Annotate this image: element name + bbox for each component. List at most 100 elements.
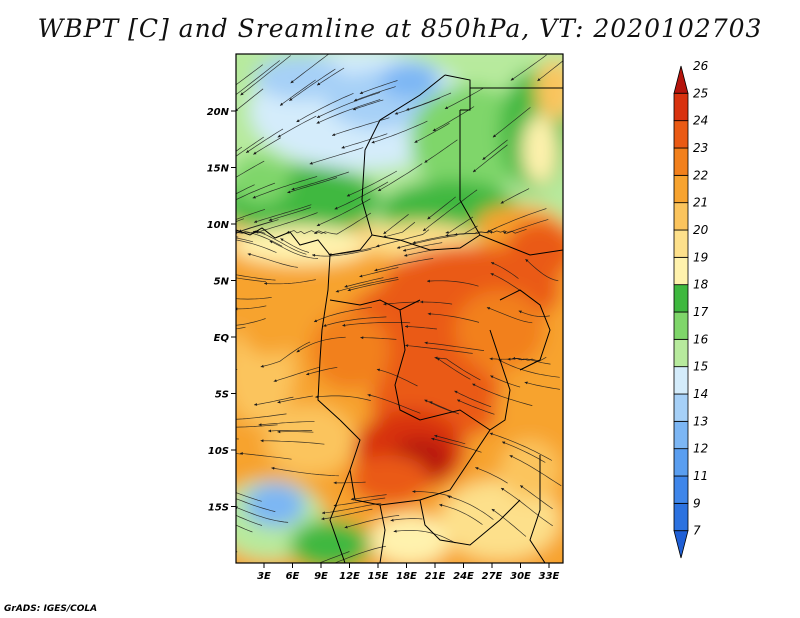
streamline — [439, 504, 483, 525]
longitude-label: 9E — [314, 571, 328, 582]
colorbar-label: 11 — [693, 469, 708, 483]
streamline — [236, 64, 263, 86]
colorbar-swatch — [673, 229, 689, 258]
streamline — [341, 133, 388, 149]
streamline-arrow — [221, 93, 224, 96]
streamline — [316, 99, 381, 124]
streamline — [445, 216, 474, 234]
streamline — [287, 177, 338, 194]
streamline-arrow — [524, 381, 528, 385]
streamline — [236, 326, 246, 330]
colorbar-label: 9 — [693, 496, 701, 510]
streamline — [247, 253, 298, 268]
longitude-label: 30E — [510, 571, 531, 582]
streamline — [367, 394, 421, 414]
latitude-label: 15S — [208, 503, 229, 514]
streamline-arrow — [309, 161, 313, 165]
streamline — [498, 359, 560, 378]
streamline-arrow — [394, 111, 398, 115]
streamline-arrow — [371, 140, 375, 144]
streamline — [236, 424, 278, 428]
streamline — [377, 163, 423, 192]
latitude-label: 5S — [215, 390, 229, 401]
longitude-label: 33E — [539, 571, 560, 582]
streamline-arrow — [322, 511, 325, 515]
longitude-label: 24E — [453, 571, 474, 582]
streamline-arrow — [503, 231, 507, 235]
streamline — [277, 431, 314, 433]
streamline — [236, 492, 262, 502]
streamline — [236, 218, 245, 223]
streamline-arrow — [491, 262, 495, 265]
streamline — [268, 429, 313, 432]
streamline — [333, 497, 386, 506]
streamline — [296, 92, 354, 123]
streamline — [436, 357, 471, 380]
streamline-arrow — [296, 119, 300, 122]
streamline — [316, 67, 345, 86]
streamline — [347, 279, 399, 291]
streamline-arrow — [431, 437, 435, 441]
streamline — [236, 231, 266, 234]
colorbar-swatch — [673, 393, 689, 422]
streamline — [290, 54, 330, 84]
streamline — [491, 508, 527, 537]
streamline — [335, 277, 399, 293]
streamline — [396, 235, 456, 249]
colorbar-swatch — [673, 147, 689, 176]
streamline — [269, 240, 319, 259]
streamline — [313, 306, 372, 323]
streamline-arrow — [447, 495, 451, 499]
streamline-arrow — [510, 77, 514, 81]
streamline — [352, 99, 384, 111]
country-border — [499, 289, 551, 371]
colorbar-label: 21 — [693, 196, 708, 210]
grads-credit: GrADS: IGES/COLA — [4, 604, 98, 614]
latitude-axis: 20N 15N 10N 5N EQ 5S 10S 15S — [207, 107, 236, 514]
streamline-arrow — [187, 232, 190, 235]
country-border — [339, 419, 421, 506]
streamline-arrow — [269, 240, 273, 244]
streamline — [390, 518, 423, 521]
streamline — [316, 92, 381, 119]
streamline-arrow — [232, 95, 235, 98]
streamline — [264, 279, 316, 285]
streamline — [236, 524, 253, 533]
streamline — [240, 55, 291, 96]
streamline — [374, 258, 434, 271]
latitude-label: 10N — [207, 220, 230, 231]
streamline-arrow — [206, 328, 209, 331]
streamline — [402, 242, 443, 252]
streamline-arrow — [509, 455, 513, 458]
streamline-arrow — [367, 393, 371, 397]
streamline — [447, 495, 494, 520]
streamline-arrow — [397, 246, 401, 249]
colorbar-label: 14 — [693, 387, 708, 401]
streamline — [393, 529, 456, 544]
country-border — [236, 227, 331, 256]
country-border — [379, 504, 386, 563]
colorbar-label: 7 — [693, 524, 701, 538]
streamline — [346, 170, 398, 197]
streamline-arrow — [316, 120, 320, 124]
streamline — [236, 184, 255, 195]
streamline — [236, 514, 263, 526]
streamline-arrow — [315, 395, 319, 399]
country-border — [529, 455, 546, 563]
streamline — [371, 120, 428, 144]
streamline — [412, 225, 478, 244]
streamline — [412, 491, 452, 497]
streamline-arrow — [457, 399, 461, 403]
streamline-arrow — [427, 279, 430, 283]
streamline — [427, 313, 480, 323]
streamline — [376, 229, 430, 247]
streamline-arrow — [314, 231, 318, 234]
streamline-arrow — [491, 509, 495, 512]
streamline-arrow — [252, 195, 256, 199]
streamline-arrow — [501, 488, 505, 491]
streamline — [239, 452, 292, 460]
streamline-arrow — [454, 390, 458, 394]
streamline — [434, 357, 481, 381]
streamline — [236, 182, 276, 201]
